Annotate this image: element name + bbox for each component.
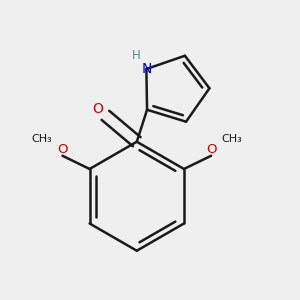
Text: O: O [206,143,216,156]
Text: CH₃: CH₃ [32,134,52,144]
Text: CH₃: CH₃ [221,134,242,144]
Text: methoxy: methoxy [44,138,51,139]
Text: N: N [141,62,152,76]
Text: O: O [57,143,68,156]
Text: H: H [131,49,140,62]
Text: O: O [93,102,104,116]
